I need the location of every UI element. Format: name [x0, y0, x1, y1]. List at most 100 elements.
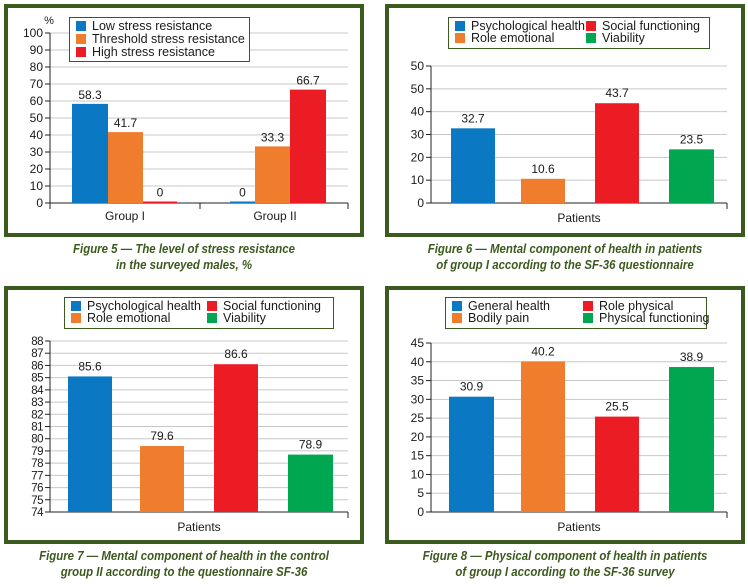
fig6-data-label: 32.7 — [461, 111, 485, 125]
legend-label: Role physical — [599, 299, 674, 313]
legend-label: Threshold stress resistance — [92, 32, 245, 46]
fig7-y-tick-label: 77 — [31, 470, 43, 482]
fig7-y-tick-label: 86 — [31, 360, 43, 372]
fig8-bar-role-physical — [595, 416, 639, 512]
legend-swatch-icon — [207, 301, 217, 311]
legend-item: Social functioning — [586, 20, 700, 33]
legend-label: Low stress resistance — [92, 19, 213, 33]
fig7-bar-psychological-health — [68, 376, 112, 512]
fig5-y-tick-label: 50 — [30, 111, 44, 125]
fig8-y-tick-label: 45 — [411, 336, 425, 350]
legend-swatch-icon — [71, 313, 81, 323]
legend-item: Low stress resistance — [76, 20, 212, 33]
fig5-y-tick-label: 0 — [36, 196, 43, 210]
fig5-bar-high-stress-resistance — [143, 201, 177, 203]
fig7-bar-social-functioning — [214, 364, 258, 512]
fig8-data-label: 38.9 — [680, 350, 704, 364]
fig7-y-tick-label: 85 — [31, 373, 43, 385]
fig8-y-tick-label: 10 — [411, 467, 425, 481]
fig6-data-label: 23.5 — [680, 132, 704, 146]
legend-label: Physical functioning — [599, 311, 710, 325]
fig7-x-axis-label: Patients — [177, 520, 220, 534]
legend-swatch-icon — [207, 313, 217, 323]
fig5-data-label: 41.7 — [114, 116, 138, 130]
fig8-y-tick-label: 15 — [411, 449, 425, 463]
legend-label: Social functioning — [602, 19, 700, 33]
fig7-y-tick-label: 74 — [31, 507, 44, 519]
legend-swatch-icon — [583, 313, 593, 323]
fig5-bar-threshold-stress-resistance — [108, 132, 143, 203]
fig5-x-category-label: Group II — [253, 209, 296, 223]
figure-7-legend: Psychological health Role emotional Social… — [64, 297, 334, 329]
figure-5-caption-line-1: Figure 5 — The level of stress resistanc… — [73, 241, 295, 256]
fig7-y-tick-label: 81 — [31, 422, 43, 434]
fig7-data-label: 86.6 — [224, 347, 248, 361]
legend-swatch-icon — [583, 301, 593, 311]
figure-8-caption-line-2: of group I according to the SF-36 survey — [455, 564, 675, 579]
fig5-data-label: 0 — [239, 186, 246, 200]
fig7-y-tick-label: 87 — [31, 348, 43, 360]
fig8-y-tick-label: 25 — [411, 411, 425, 425]
fig7-data-label: 79.6 — [150, 429, 174, 443]
fig5-bar-threshold-stress-resistance — [255, 146, 290, 203]
legend-item: Role emotional — [71, 312, 170, 325]
fig5-bar-low-stress-resistance — [230, 201, 255, 203]
fig5-y-tick-label: 70 — [30, 77, 44, 91]
fig5-data-label: 33.3 — [261, 130, 285, 144]
legend-swatch-icon — [455, 21, 465, 31]
fig6-y-tick-label: 40 — [411, 105, 425, 119]
figure-5-caption: Figure 5 — The level of stress resistanc… — [26, 241, 343, 273]
fig6-data-label: 10.6 — [531, 162, 555, 176]
fig7-y-tick-label: 80 — [31, 434, 43, 446]
fig5-y-tick-label: 10 — [30, 179, 44, 193]
fig6-y-tick-label: 0 — [417, 196, 424, 210]
legend-swatch-icon — [71, 301, 81, 311]
fig8-y-tick-label: 40 — [411, 355, 425, 369]
legend-item: Psychological health — [455, 20, 585, 33]
legend-item: Viability — [586, 32, 645, 45]
fig7-y-tick-label: 75 — [31, 495, 43, 507]
fig7-y-tick-label: 88 — [31, 336, 43, 348]
legend-item: High stress resistance — [76, 46, 215, 59]
fig8-data-label: 30.9 — [460, 380, 484, 394]
figure-6-caption: Figure 6 — Mental component of health in… — [407, 241, 724, 273]
legend-item: Role physical — [583, 300, 673, 313]
fig8-x-axis-label: Patients — [557, 520, 600, 534]
fig5-y-tick-label: 100 — [23, 26, 43, 40]
fig7-y-tick-label: 84 — [31, 385, 44, 397]
fig6-x-axis-label: Patients — [557, 211, 600, 225]
fig7-data-label: 85.6 — [78, 359, 102, 373]
fig7-bar-viability — [288, 454, 333, 512]
fig7-bar-role-emotional — [140, 446, 184, 512]
figure-6-caption-line-2: of group I according to the SF-36 questi… — [436, 257, 694, 272]
fig7-y-tick-label: 82 — [31, 409, 43, 421]
fig7-y-tick-label: 83 — [31, 397, 43, 409]
fig5-y-tick-label: 60 — [30, 94, 44, 108]
fig8-y-tick-label: 0 — [417, 505, 424, 519]
legend-label: Psychological health — [87, 299, 201, 313]
fig7-y-tick-label: 78 — [31, 458, 43, 470]
legend-label: General health — [468, 299, 551, 313]
fig5-data-label: 0 — [157, 186, 164, 200]
legend-swatch-icon — [76, 34, 86, 44]
fig5-y-tick-label: 80 — [30, 60, 44, 74]
legend-item: Role emotional — [455, 32, 554, 45]
legend-item: Social functioning — [207, 300, 321, 313]
fig6-y-tick-label: 10 — [411, 173, 425, 187]
legend-label: High stress resistance — [92, 45, 215, 59]
fig7-y-tick-label: 76 — [31, 483, 43, 495]
fig6-bar-viability — [669, 149, 714, 203]
fig6-data-label: 43.7 — [605, 86, 629, 100]
fig6-bar-role-emotional — [521, 178, 565, 203]
figure-8-legend: General health Bodily pain Role physical Ph… — [445, 297, 710, 329]
fig5-data-label: 66.7 — [296, 74, 320, 88]
fig7-data-label: 78.9 — [299, 438, 323, 452]
fig6-bar-psychological-health — [451, 128, 495, 203]
fig8-data-label: 25.5 — [605, 400, 629, 414]
figure-7-caption-line-1: Figure 7 — Mental component of health in… — [39, 548, 329, 563]
legend-swatch-icon — [76, 47, 86, 57]
fig5-data-label: 58.3 — [78, 88, 102, 102]
fig5-bar-high-stress-resistance — [290, 89, 326, 203]
fig5-y-tick-label: 90 — [30, 43, 44, 57]
legend-label: Role emotional — [471, 31, 555, 45]
